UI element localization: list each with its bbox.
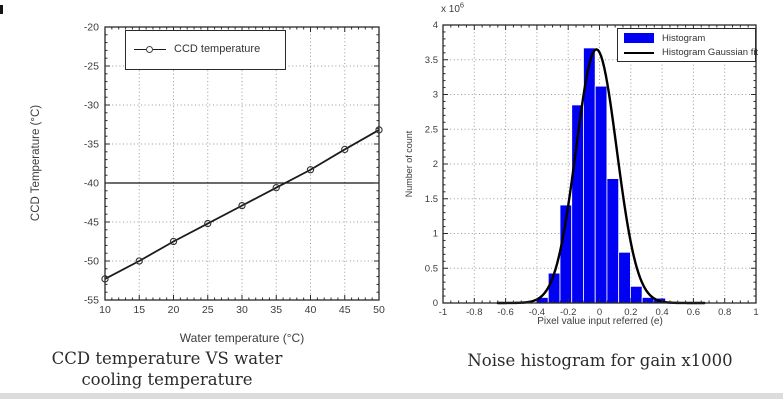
y-tick-label: -40	[84, 178, 99, 190]
right-chart-y-axis-label: Number of count	[404, 130, 414, 198]
right-legend-entry-2-label: Histogram Gaussian fit	[662, 47, 759, 58]
x-tick-label: -1	[439, 307, 447, 318]
y-scale-exponent: 6	[459, 0, 465, 10]
data-point-marker	[204, 219, 212, 228]
y-tick-label: 0	[433, 298, 438, 309]
y-tick-label: 1	[433, 229, 438, 240]
histogram-bar	[630, 285, 643, 304]
right-legend-entry-1-label: Histogram	[662, 33, 706, 44]
y-tick-label: 2.5	[425, 124, 438, 135]
left-legend-entry-label: CCD temperature	[174, 43, 261, 55]
histogram-bar	[547, 272, 561, 304]
x-tick-label: -0.6	[497, 307, 513, 318]
data-point-marker	[135, 257, 143, 265]
x-tick-label: -0.2	[560, 307, 576, 318]
y-tick-label: 0.5	[425, 263, 438, 274]
x-tick-label: 0.2	[624, 307, 637, 318]
left-chart-y-axis-label: CCD Temperature (°C)	[30, 104, 42, 222]
y-tick-label: -30	[84, 100, 99, 112]
x-tick-label: 20	[168, 304, 180, 316]
scan-shadow-strip	[0, 393, 783, 399]
data-point-marker	[238, 201, 246, 210]
noise-histogram-chart: -1 -0.8 -0.6 -0.4 -0.2 0 0.2 0.4 0.6 0.8 1 0 0.5 1 1.5…	[425, 20, 759, 318]
histogram-bar	[606, 178, 620, 304]
y-tick-label: 2	[433, 159, 438, 170]
histogram-bar	[618, 251, 631, 304]
x-tick-label: 15	[133, 304, 145, 316]
y-tick-label: 1.5	[425, 194, 438, 205]
y-tick-label: -45	[84, 217, 99, 229]
y-tick-label: -25	[84, 61, 99, 73]
x-tick-label: 0.4	[655, 307, 668, 318]
y-tick-label: 3.5	[425, 55, 438, 66]
x-tick-label: 45	[339, 304, 351, 316]
histogram-swatch-icon	[624, 33, 654, 43]
x-tick-label: 40	[305, 304, 317, 316]
right-chart-y-scale-label: x 106	[441, 0, 465, 15]
gaussian-line-sample-icon	[624, 52, 654, 54]
x-tick-label: 35	[270, 304, 282, 316]
ccd-temperature-line-chart-tick-labels: 10 15 20 25 30 35 40 45 50 -55 -50 -45 -40 -35 -30 -25 -…	[84, 22, 385, 316]
x-tick-label: 0	[597, 307, 602, 318]
y-tick-label: 3	[433, 90, 438, 101]
histogram-bar	[594, 85, 608, 304]
data-point-marker	[272, 184, 280, 192]
right-chart-caption: Noise histogram for gain x1000	[467, 351, 733, 370]
x-tick-label: 10	[99, 304, 111, 316]
x-tick-label: 1	[753, 307, 758, 318]
circle-marker-icon	[146, 46, 153, 53]
ccd-temperature-line-chart: 10 15 20 25 30 35 40 45 50 -55 -50 -45 -40 -35 -30 -25 -…	[84, 22, 385, 316]
data-point-marker	[341, 145, 349, 154]
y-tick-label: -35	[84, 139, 99, 151]
x-tick-label: 30	[236, 304, 248, 316]
data-point-marker	[169, 237, 178, 246]
page-edge-artifact	[0, 5, 3, 14]
left-chart-caption: CCD temperature VS water cooling tempera…	[51, 349, 283, 390]
y-tick-label: -50	[84, 256, 99, 268]
y-tick-label: -55	[84, 295, 99, 307]
x-tick-label: 0.8	[718, 307, 731, 318]
histogram-bars	[536, 47, 667, 304]
y-tick-label: -20	[84, 22, 99, 34]
right-chart-legend: Histogram Histogram Gaussian fit	[617, 28, 759, 62]
data-point-marker	[306, 166, 315, 174]
y-scale-mantissa: x 10	[441, 4, 460, 15]
x-tick-label: 50	[373, 304, 385, 316]
y-tick-label: 4	[433, 20, 438, 31]
x-tick-label: 25	[202, 304, 214, 316]
left-chart-legend: CCD temperature	[125, 30, 286, 70]
x-tick-label: -0.4	[529, 307, 545, 318]
noise-histogram-chart-tick-labels: -1 -0.8 -0.6 -0.4 -0.2 0 0.2 0.4 0.6 0.8 1 0 0.5 1 1.5…	[425, 20, 759, 318]
ccd-temperature-line-chart-ticks	[104, 26, 380, 301]
x-tick-label: -0.8	[466, 307, 482, 318]
left-chart-x-axis-label: Water temperature (°C)	[179, 331, 305, 345]
series-line	[104, 129, 380, 280]
x-tick-label: 0.6	[687, 307, 700, 318]
right-chart-x-axis-label: Pixel value input referred (e)	[537, 316, 663, 327]
